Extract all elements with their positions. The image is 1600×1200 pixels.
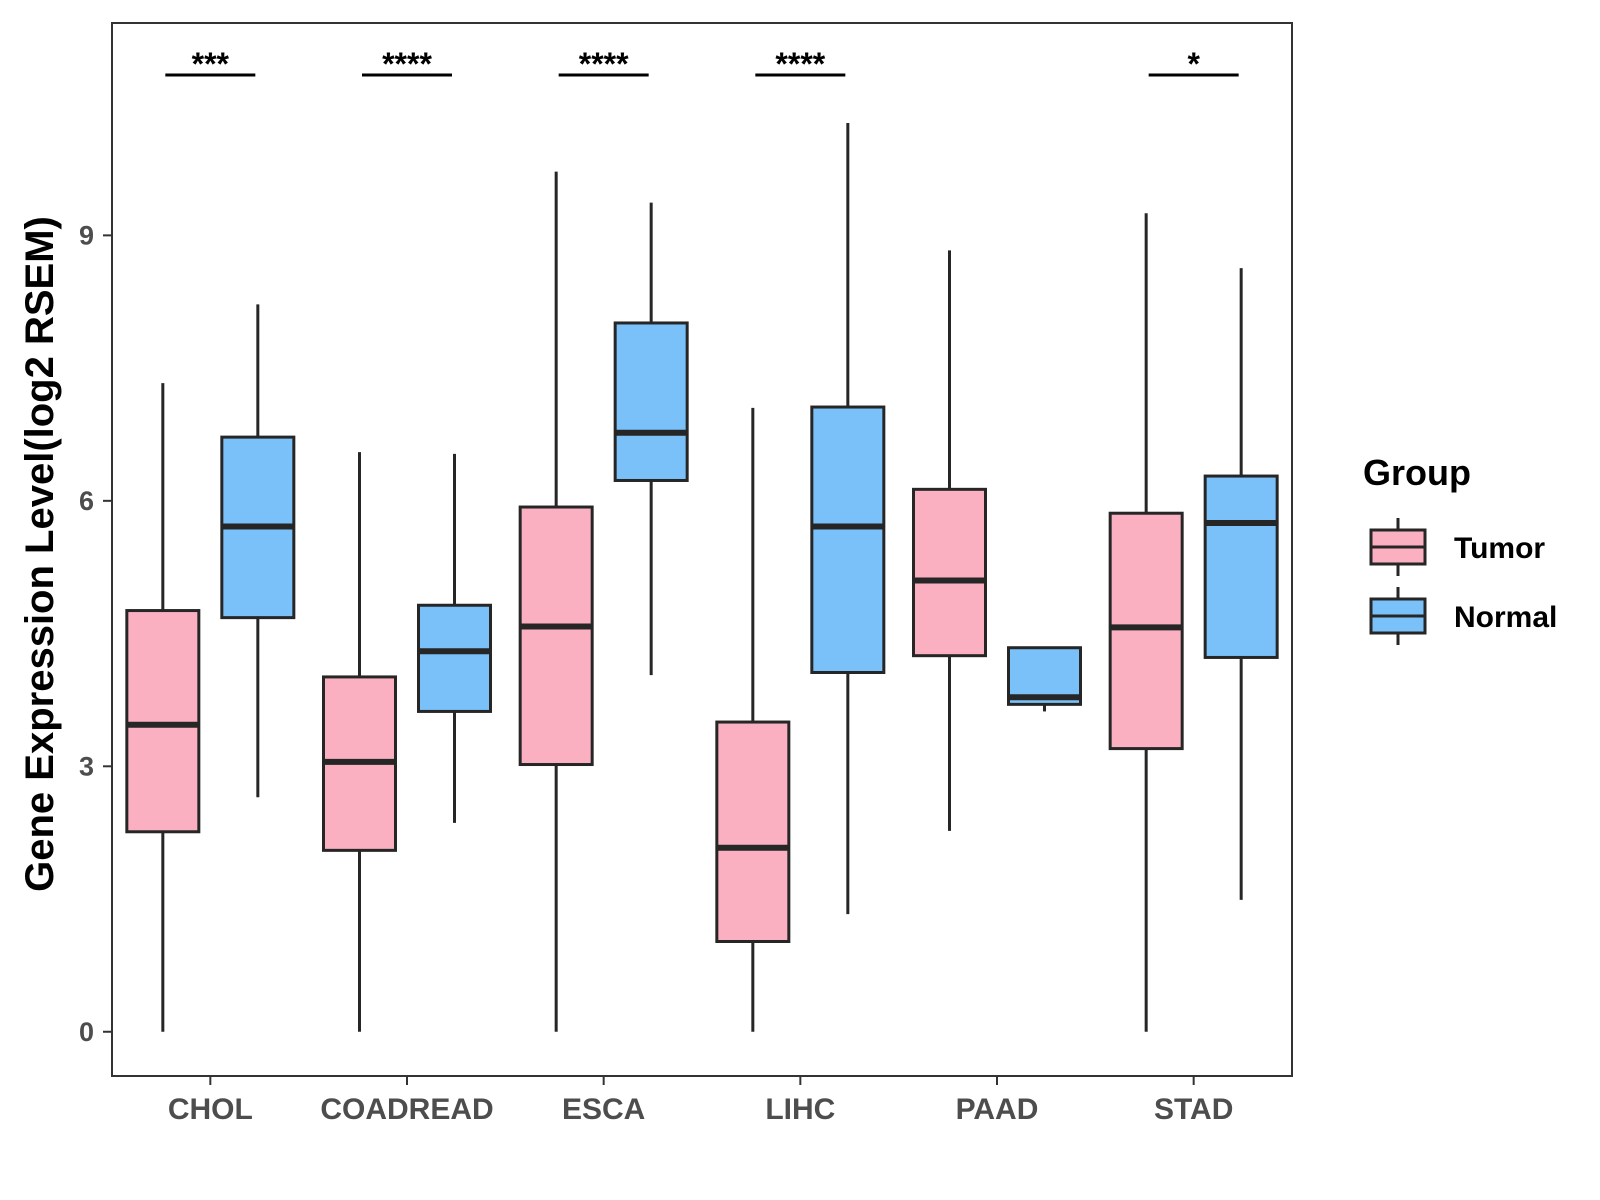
x-tick-label: LIHC [765, 1093, 835, 1126]
plot-panel [111, 22, 1293, 1077]
box-tumor-paad [912, 250, 987, 831]
box-tumor-esca [518, 171, 594, 1032]
box-tumor-lihc [715, 407, 791, 1032]
x-axis: CHOL COADREAD ESCA LIHC PAAD STAD [168, 1076, 1233, 1126]
box-body [810, 405, 886, 674]
box-normal-coadread [417, 453, 492, 823]
legend-title: Group [1363, 452, 1471, 493]
box-normal-chol [220, 304, 296, 798]
box-tumor-chol [125, 383, 201, 1032]
significance-layer: *** **** **** **** * [165, 46, 1239, 82]
box-body [613, 321, 689, 482]
y-tick-label: 6 [79, 486, 94, 516]
y-axis: 0 3 6 9 [79, 220, 112, 1047]
x-tick-label: STAD [1154, 1093, 1233, 1126]
box-body [518, 505, 594, 767]
legend: Group Tumor Normal [1363, 452, 1557, 645]
y-tick-label: 0 [79, 1017, 94, 1047]
box-normal-lihc [810, 122, 886, 915]
box-body [125, 609, 201, 834]
legend-item-tumor: Tumor [1369, 518, 1545, 576]
legend-label: Tumor [1454, 532, 1545, 565]
x-tick-label: COADREAD [320, 1093, 493, 1126]
significance-label: **** [382, 46, 432, 82]
box-body [1203, 474, 1279, 659]
significance-label: * [1187, 46, 1200, 82]
significance-label: *** [192, 46, 230, 82]
y-tick-label: 9 [79, 220, 94, 250]
significance-label: **** [579, 46, 629, 82]
x-tick-label: ESCA [562, 1093, 645, 1126]
legend-item-normal: Normal [1369, 587, 1557, 645]
box-tumor-stad [1108, 213, 1184, 1032]
x-tick-label: PAAD [956, 1093, 1039, 1126]
legend-label: Normal [1454, 601, 1557, 634]
x-tick-label: CHOL [168, 1093, 253, 1126]
box-body [417, 603, 492, 713]
y-tick-label: 3 [79, 751, 94, 781]
box-normal-esca [613, 202, 689, 676]
box-tumor-coadread [322, 452, 397, 1032]
box-body [912, 487, 987, 658]
significance-label: **** [775, 46, 825, 82]
boxes-layer [125, 122, 1279, 1032]
box-normal-paad [1007, 646, 1082, 712]
box-body [715, 720, 791, 943]
box-body [1108, 511, 1184, 751]
y-axis-title: Gene Expression Level(log2 RSEM) [18, 216, 62, 892]
box-normal-stad [1203, 268, 1279, 900]
